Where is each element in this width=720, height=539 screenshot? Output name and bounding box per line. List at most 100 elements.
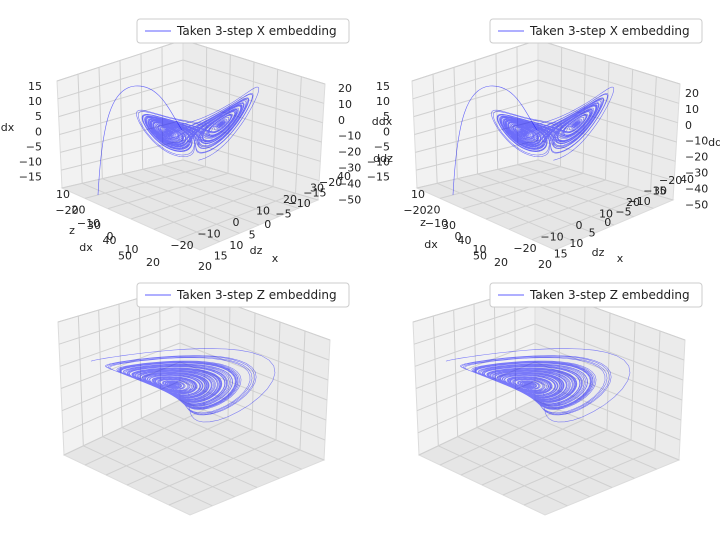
y-tick-label: 10 — [473, 243, 487, 256]
z-tick-label: −5 — [374, 140, 390, 153]
subplot-body: 20100−10−20−30−40−50−20−1001020304010203… — [56, 82, 393, 516]
grid-line — [138, 297, 142, 419]
legend: Taken 3-step Z embedding — [489, 282, 703, 308]
z-tick-label: 15 — [28, 80, 42, 93]
x-tick-label: 5 — [249, 229, 256, 242]
legend-label: Taken 3-step X embedding — [529, 24, 690, 38]
subplot-body: 20100−10−20−30−40−50−20−1001020304010203… — [411, 87, 720, 516]
y-tick-label: 30 — [653, 185, 667, 198]
grid-line — [159, 291, 162, 410]
grid-line — [227, 54, 231, 174]
legend: Taken 3-step X embedding — [489, 18, 703, 44]
z-tick-label: 10 — [685, 103, 699, 116]
trajectory-line — [445, 348, 631, 423]
x-tick-label: −5 — [615, 206, 631, 219]
x-tick-label: 30 — [87, 219, 101, 232]
y-tick-label: 20 — [146, 256, 160, 269]
z-tick-label: 0 — [338, 114, 345, 127]
y-axis-label: dx — [79, 241, 93, 254]
x-tick-label: −20 — [659, 174, 682, 187]
z-tick-label: −40 — [338, 177, 361, 190]
z-tick-label: −50 — [338, 193, 361, 206]
y-tick-label: 20 — [626, 196, 640, 209]
legend-box — [489, 282, 703, 308]
y-tick-label: 0 — [455, 230, 462, 243]
z-tick-label: −40 — [685, 182, 708, 195]
grid-line — [295, 76, 302, 194]
x-tick-label: 40 — [458, 234, 472, 247]
grid-line — [98, 67, 103, 179]
z-tick-label: 15 — [376, 80, 390, 93]
y-tick-label: 40 — [680, 173, 694, 186]
x-tick-label: −10 — [628, 195, 651, 208]
transient-line — [97, 85, 183, 196]
x-tick-label: 15 — [554, 248, 568, 261]
grid-line — [272, 69, 279, 187]
z-tick-label: 0 — [685, 119, 692, 132]
grid-line — [650, 76, 657, 194]
grid-line — [160, 408, 302, 470]
y-tick-label: 0 — [576, 219, 583, 232]
grid-line — [606, 312, 611, 431]
z-tick-label: −20 — [685, 151, 708, 164]
y-tick-label: −10 — [540, 231, 563, 244]
y-tick-label: 10 — [599, 208, 613, 221]
grid-line — [227, 303, 231, 421]
x-tick-label: 10 — [569, 237, 583, 250]
y-axis-label: dx — [424, 238, 438, 251]
y-tick-label: 10 — [256, 205, 270, 218]
grid-line — [474, 60, 478, 175]
y-tick-label: −10 — [425, 217, 448, 230]
x-tick-label: 10 — [229, 239, 243, 252]
y-tick-label: −20 — [55, 204, 78, 217]
x-tick-label: −10 — [288, 197, 311, 210]
x-tick-label: −15 — [643, 185, 666, 198]
x-tick-label: 50 — [473, 250, 487, 263]
trajectory-line — [491, 86, 615, 161]
legend-label: Taken 3-step X embedding — [176, 24, 337, 38]
grid-line — [453, 309, 459, 437]
x-tick-label: 0 — [604, 216, 611, 229]
z-axis-label: ddx — [372, 115, 393, 128]
grid-line — [493, 297, 497, 419]
y-tick-label: 0 — [107, 230, 114, 243]
z-tick-label: −15 — [367, 171, 390, 184]
y-tick-label: 40 — [337, 170, 351, 183]
grid-line — [654, 330, 661, 451]
grid-line — [453, 67, 458, 179]
x-tick-label: 20 — [538, 258, 552, 271]
x-tick-label: 15 — [214, 250, 228, 263]
grid-line — [473, 303, 478, 428]
y-tick-label: −10 — [197, 228, 220, 241]
x-axis-label: x — [272, 252, 279, 265]
x-tick-label: 5 — [589, 227, 596, 240]
y-tick-label: 0 — [233, 216, 240, 229]
subplot-3: 20100−10−20−30−40−50−20−1001020304010203… — [56, 82, 393, 516]
z-tick-label: −10 — [367, 156, 390, 169]
z-tick-label: −30 — [685, 167, 708, 180]
x-tick-label: 10 — [411, 188, 425, 201]
z-tick-label: 10 — [376, 95, 390, 108]
y-tick-label: −20 — [170, 239, 193, 252]
x-tick-label: 40 — [103, 234, 117, 247]
x-axis-label: z — [69, 224, 75, 237]
legend: Taken 3-step Z embedding — [136, 282, 350, 308]
legend-box — [136, 18, 350, 44]
grid-line — [582, 54, 586, 174]
legend-label: Taken 3-step Z embedding — [176, 288, 337, 302]
z-tick-label: −10 — [19, 156, 42, 169]
legend-box — [136, 282, 350, 308]
y-tick-label: 10 — [125, 243, 139, 256]
grid-line — [432, 315, 439, 446]
y-tick-label: −20 — [513, 242, 536, 255]
grid-line — [299, 330, 306, 451]
y-tick-label: 20 — [494, 256, 508, 269]
y-axis-label: dz — [250, 244, 263, 257]
x-axis-label: x — [617, 252, 624, 265]
grid-line — [582, 303, 586, 421]
grid-line — [517, 164, 654, 209]
x-tick-label: 50 — [118, 250, 132, 263]
x-tick-label: −20 — [319, 176, 342, 189]
grid-line — [432, 74, 438, 184]
